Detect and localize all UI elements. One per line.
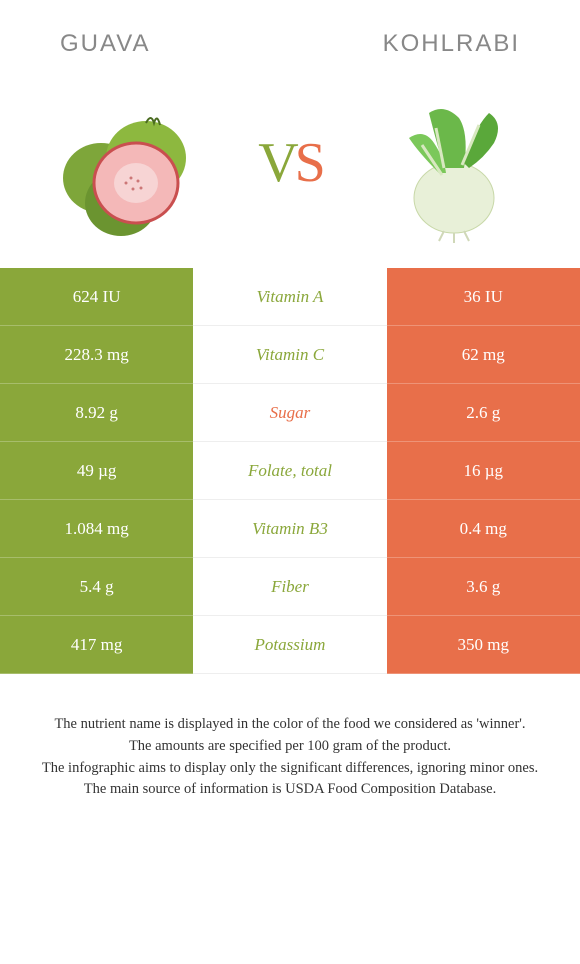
vs-v: V [258,132,294,194]
comparison-infographic: GUAVA KOHLRABI VS [0,0,580,964]
nutrient-name: Fiber [193,558,386,616]
left-value: 5.4 g [0,558,193,616]
right-value: 3.6 g [387,558,580,616]
footer-line: The infographic aims to display only the… [20,758,560,780]
footer-line: The amounts are specified per 100 gram o… [20,736,560,758]
nutrient-name: Folate, total [193,442,386,500]
nutrient-name: Vitamin C [193,326,386,384]
left-value: 228.3 mg [0,326,193,384]
food-left-title: GUAVA [60,30,150,58]
table-row: 8.92 g Sugar 2.6 g [0,384,580,442]
table-row: 5.4 g Fiber 3.6 g [0,558,580,616]
table-row: 1.084 mg Vitamin B3 0.4 mg [0,500,580,558]
kohlrabi-image [374,83,534,243]
table-row: 228.3 mg Vitamin C 62 mg [0,326,580,384]
nutrient-table: 624 IU Vitamin A 36 IU 228.3 mg Vitamin … [0,268,580,674]
nutrient-name: Potassium [193,616,386,674]
footer-line: The main source of information is USDA F… [20,779,560,801]
left-value: 8.92 g [0,384,193,442]
right-value: 2.6 g [387,384,580,442]
right-value: 16 µg [387,442,580,500]
header: GUAVA KOHLRABI [0,0,580,68]
right-value: 36 IU [387,268,580,326]
nutrient-name: Sugar [193,384,386,442]
vs-label: VS [258,131,322,195]
nutrient-name: Vitamin B3 [193,500,386,558]
vs-s: S [295,132,322,194]
images-row: VS [0,68,580,268]
table-row: 624 IU Vitamin A 36 IU [0,268,580,326]
nutrient-name: Vitamin A [193,268,386,326]
left-value: 417 mg [0,616,193,674]
table-row: 49 µg Folate, total 16 µg [0,442,580,500]
left-value: 624 IU [0,268,193,326]
food-right-title: KOHLRABI [383,30,520,58]
right-value: 350 mg [387,616,580,674]
right-value: 0.4 mg [387,500,580,558]
left-value: 1.084 mg [0,500,193,558]
right-value: 62 mg [387,326,580,384]
footer-notes: The nutrient name is displayed in the co… [0,674,580,821]
guava-image [46,83,206,243]
left-value: 49 µg [0,442,193,500]
footer-line: The nutrient name is displayed in the co… [20,714,560,736]
table-row: 417 mg Potassium 350 mg [0,616,580,674]
